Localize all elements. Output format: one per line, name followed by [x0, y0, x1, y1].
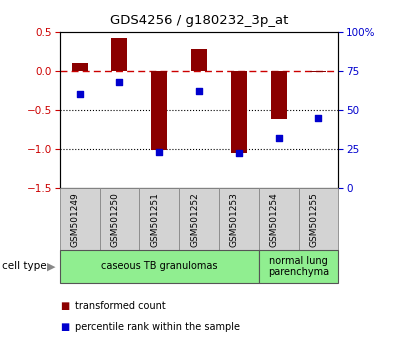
Point: [116, 79, 123, 85]
Text: normal lung
parenchyma: normal lung parenchyma: [268, 256, 329, 277]
Text: GSM501252: GSM501252: [190, 192, 199, 247]
Point: [315, 115, 322, 120]
Bar: [231, 71, 247, 153]
Bar: [259, 188, 298, 250]
Bar: [60, 250, 259, 283]
Bar: [60, 188, 100, 250]
Bar: [298, 188, 338, 250]
Text: transformed count: transformed count: [75, 301, 166, 311]
Point: [156, 149, 162, 155]
Text: percentile rank within the sample: percentile rank within the sample: [75, 322, 240, 332]
Bar: [72, 63, 88, 71]
Bar: [100, 188, 139, 250]
Text: ▶: ▶: [47, 261, 56, 272]
Text: caseous TB granulomas: caseous TB granulomas: [101, 261, 217, 272]
Point: [275, 135, 282, 141]
Point: [236, 150, 242, 156]
Text: GSM501254: GSM501254: [269, 192, 279, 247]
Text: cell type: cell type: [2, 261, 47, 272]
Text: GSM501255: GSM501255: [309, 192, 318, 247]
Bar: [179, 188, 219, 250]
Text: GSM501249: GSM501249: [70, 192, 80, 247]
Bar: [310, 71, 326, 72]
Bar: [151, 71, 167, 150]
Bar: [139, 188, 179, 250]
Bar: [111, 38, 127, 71]
Text: ■: ■: [60, 301, 69, 311]
Bar: [259, 250, 338, 283]
Bar: [219, 188, 259, 250]
Text: ■: ■: [60, 322, 69, 332]
Text: GSM501250: GSM501250: [110, 192, 119, 247]
Point: [196, 88, 202, 94]
Bar: [271, 71, 287, 119]
Text: GSM501251: GSM501251: [150, 192, 159, 247]
Point: [76, 91, 83, 97]
Bar: [191, 49, 207, 71]
Text: GDS4256 / g180232_3p_at: GDS4256 / g180232_3p_at: [110, 14, 288, 27]
Text: GSM501253: GSM501253: [230, 192, 239, 247]
